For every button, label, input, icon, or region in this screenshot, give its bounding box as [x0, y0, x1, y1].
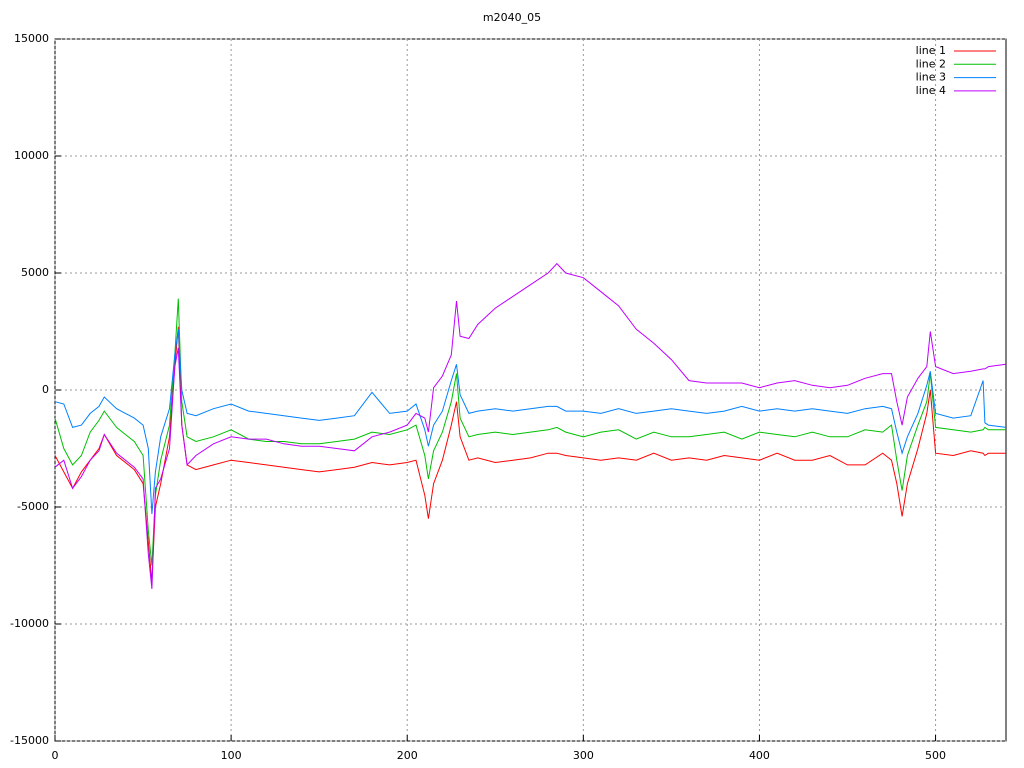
legend-label: line 3	[916, 71, 946, 84]
chart-title: m2040_05	[483, 11, 541, 24]
data-line	[54, 329, 1007, 515]
x-tick-label: 400	[749, 749, 770, 762]
x-tick-label: 0	[52, 749, 59, 762]
y-tick-label: -15000	[10, 734, 49, 747]
x-tick-label: 200	[397, 749, 418, 762]
data-line	[54, 298, 1006, 566]
x-tick-label: 100	[221, 749, 242, 762]
y-tick-label: 10000	[14, 149, 49, 162]
data-line	[54, 326, 1006, 582]
x-tick-label: 500	[925, 749, 946, 762]
legend-label: line 1	[916, 44, 946, 57]
data-line	[54, 262, 1007, 589]
y-tick-label: -10000	[10, 617, 49, 630]
y-tick-label: -5000	[17, 500, 49, 513]
legend-label: line 2	[916, 57, 946, 70]
y-tick-label: 15000	[14, 32, 49, 45]
y-tick-label: 5000	[21, 266, 49, 279]
y-tick-label: 0	[42, 383, 49, 396]
legend-label: line 4	[916, 84, 946, 97]
x-tick-label: 300	[573, 749, 594, 762]
